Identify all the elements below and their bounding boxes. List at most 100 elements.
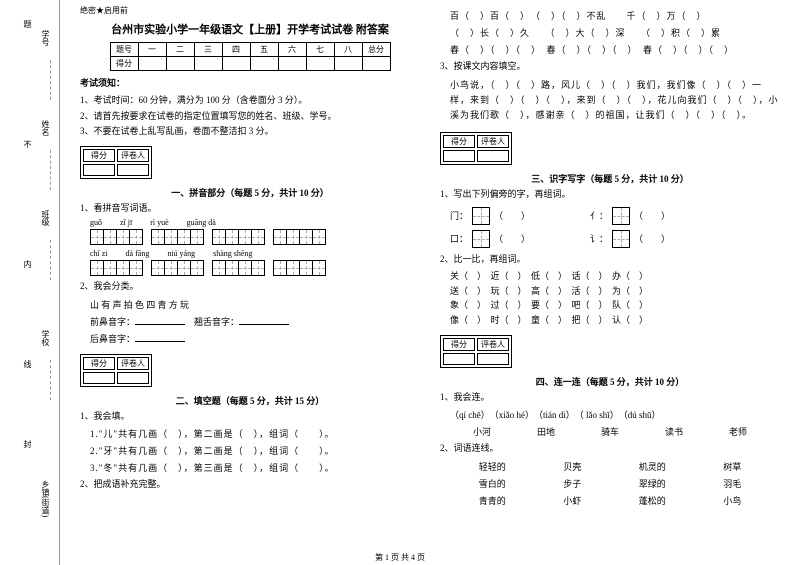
notice-item: 2、请首先按要求在试卷的指定位置填写您的姓名、班级、学号。	[80, 110, 420, 123]
side-mark: 封	[22, 440, 33, 448]
grid-row	[90, 260, 420, 276]
py: dà fāng	[126, 249, 150, 258]
page-footer: 第 1 页 共 4 页	[0, 552, 800, 563]
link-row: 雪白的 步子 翠绿的 羽毛	[450, 477, 770, 490]
py: rì yuè	[150, 218, 168, 227]
section2-title: 二、填空题（每题 5 分，共计 15 分）	[80, 394, 420, 407]
th: 七	[306, 43, 334, 57]
secret-mark: 绝密★启用前	[80, 5, 420, 16]
th: 二	[166, 43, 194, 57]
th: 八	[334, 43, 362, 57]
pair-line: 关（ ） 近（ ） 低（ ） 话（ ） 办（ ）	[450, 269, 770, 283]
link-item: 轻轻的	[479, 460, 506, 473]
side-line	[50, 150, 51, 190]
section3-title: 三、识字写字（每题 5 分，共计 10 分）	[440, 172, 780, 185]
binding-sidebar: 学号 姓名 班级 学校 乡镇(街道) 题 不 内 线 封	[0, 0, 60, 565]
lbl: 翘舌音字：	[194, 317, 239, 327]
q3-1: 1、写出下列偏旁的字，再组词。	[440, 188, 780, 202]
sb-c1: 得分	[83, 357, 115, 370]
q2-1: 1、我会填。	[80, 410, 420, 424]
section1-title: 一、拼音部分（每题 5 分，共计 10 分）	[80, 186, 420, 199]
link-word: 读书	[665, 425, 683, 438]
side-line	[50, 60, 51, 100]
td: 得分	[110, 57, 138, 71]
sb-c1: 得分	[83, 149, 115, 162]
score-box: 得分评卷人	[80, 146, 152, 179]
th: 五	[250, 43, 278, 57]
left-column: 绝密★启用前 台州市实验小学一年级语文【上册】开学考试试卷 附答案 题号 一 二…	[70, 0, 430, 545]
side-mark: 不	[22, 140, 33, 148]
sb-c1: 得分	[443, 338, 475, 351]
th: 题号	[110, 43, 138, 57]
fill-item: 1."儿"共有几画（ ），第二画是（ ），组词（ ）。	[90, 427, 420, 440]
pinyin-row: chǐ zi dà fāng niú yáng shàng shēng	[90, 249, 420, 258]
link-item: 小鸟	[723, 494, 741, 507]
link-row: 轻轻的 贝壳 机灵的 树草	[450, 460, 770, 473]
q4-pinyin: （qí chē） （xiǎo hé） （tián dì） （ lǎo shī） …	[450, 408, 780, 421]
notice-item: 3、不要在试卷上乱写乱画，卷面不整洁扣 3 分。	[80, 125, 420, 138]
char-lbl: 亻：	[590, 209, 608, 222]
py: chǐ zi	[90, 249, 108, 258]
q2-2: 2、把成语补充完整。	[80, 478, 420, 492]
link-words: 小河 田地 骑车 读书 老师	[450, 425, 770, 438]
main-content: 绝密★启用前 台州市实验小学一年级语文【上册】开学考试试卷 附答案 题号 一 二…	[70, 0, 790, 545]
right-column: 百（ ）百（ ） （ ）（ ）不乱 千（ ）万（ ） （ ）长（ ）久 （ ）大…	[430, 0, 790, 545]
pair-line: 送（ ） 玩（ ） 高（ ） 活（ ） 为（ ）	[450, 284, 770, 298]
q2-3: 3、按课文内容填空。	[440, 60, 780, 74]
section4-title: 四、连一连（每题 5 分，共计 10 分）	[440, 375, 780, 388]
sb-c2: 评卷人	[477, 338, 509, 351]
fill: 前鼻音字： 翘舌音字：	[90, 315, 420, 328]
notice-item: 1、考试时间：60 分钟，满分为 100 分（含卷面分 3 分）。	[80, 94, 420, 107]
link-word: 老师	[729, 425, 747, 438]
py: shàng shēng	[213, 249, 252, 258]
th: 六	[278, 43, 306, 57]
link-item: 羽毛	[723, 477, 741, 490]
lbl: 后鼻音字：	[90, 334, 135, 344]
idiom-line: （ ）长（ ）久 （ ）大（ ）深 （ ）积（ ）累	[450, 26, 780, 39]
q1-1: 1、看拼音写词语。	[80, 202, 420, 216]
link-item: 蓬松的	[639, 494, 666, 507]
sb-c2: 评卷人	[117, 149, 149, 162]
side-label-xuehao: 学号	[40, 30, 51, 46]
exam-title: 台州市实验小学一年级语文【上册】开学考试试卷 附答案	[80, 21, 420, 37]
char-grid: 门：（ ） 亻：（ ）	[450, 207, 770, 225]
side-label-xingming: 姓名	[40, 120, 51, 136]
link-word: 小河	[473, 425, 491, 438]
link-row: 青青的 小虾 蓬松的 小鸟	[450, 494, 770, 507]
th: 三	[194, 43, 222, 57]
pinyin-row: guǒ zǐ jī rì yuè guāng dà	[90, 218, 420, 227]
link-item: 贝壳	[563, 460, 581, 473]
fill-item: 2."牙"共有几画（ ），第二画是（ ），组词（ ）。	[90, 444, 420, 457]
q2-3-text: 小鸟说，（ ）（ ）路，风儿（ ）（ ）我们，我们像（ ）（ ）一样，来到（ ）…	[450, 78, 780, 124]
score-box: 得分评卷人	[80, 354, 152, 387]
q4-1: 1、我会连。	[440, 391, 780, 405]
py: zǐ jī	[120, 218, 132, 227]
pair-line: 象（ ） 过（ ） 要（ ） 吧（ ） 队（ ）	[450, 298, 770, 312]
char-lbl: 讠：	[590, 232, 608, 245]
score-box: 得分评卷人	[440, 132, 512, 165]
side-label-xuexiao: 学校	[40, 330, 51, 346]
py: niú yáng	[167, 249, 195, 258]
idiom-line: 春（ ）（ ）（ ） 春（ ）（ ）（ ） 春（ ）（ ）（ ）	[450, 43, 780, 56]
fill: 后鼻音字：	[90, 332, 420, 345]
th: 总分	[362, 43, 390, 57]
link-item: 机灵的	[639, 460, 666, 473]
side-line	[50, 240, 51, 280]
link-word: 田地	[537, 425, 555, 438]
char-grid: 口：（ ） 讠：（ ）	[450, 230, 770, 248]
score-box: 得分评卷人	[440, 335, 512, 368]
side-line	[50, 360, 51, 400]
py: guǒ	[90, 218, 102, 227]
th: 四	[222, 43, 250, 57]
lbl: 前鼻音字：	[90, 317, 135, 327]
link-item: 翠绿的	[639, 477, 666, 490]
score-table: 题号 一 二 三 四 五 六 七 八 总分 得分	[110, 42, 391, 71]
sb-c2: 评卷人	[477, 135, 509, 148]
q4-2: 2、词语连线。	[440, 442, 780, 456]
q1-2-text: 山 有 声 拍 色 四 青 方 玩	[90, 298, 420, 311]
q1-2: 2、我会分类。	[80, 280, 420, 294]
char-lbl: 口：	[450, 232, 468, 245]
side-mark: 题	[22, 20, 33, 28]
sb-c1: 得分	[443, 135, 475, 148]
side-label-xiangzhen: 乡镇(街道)	[40, 480, 51, 517]
